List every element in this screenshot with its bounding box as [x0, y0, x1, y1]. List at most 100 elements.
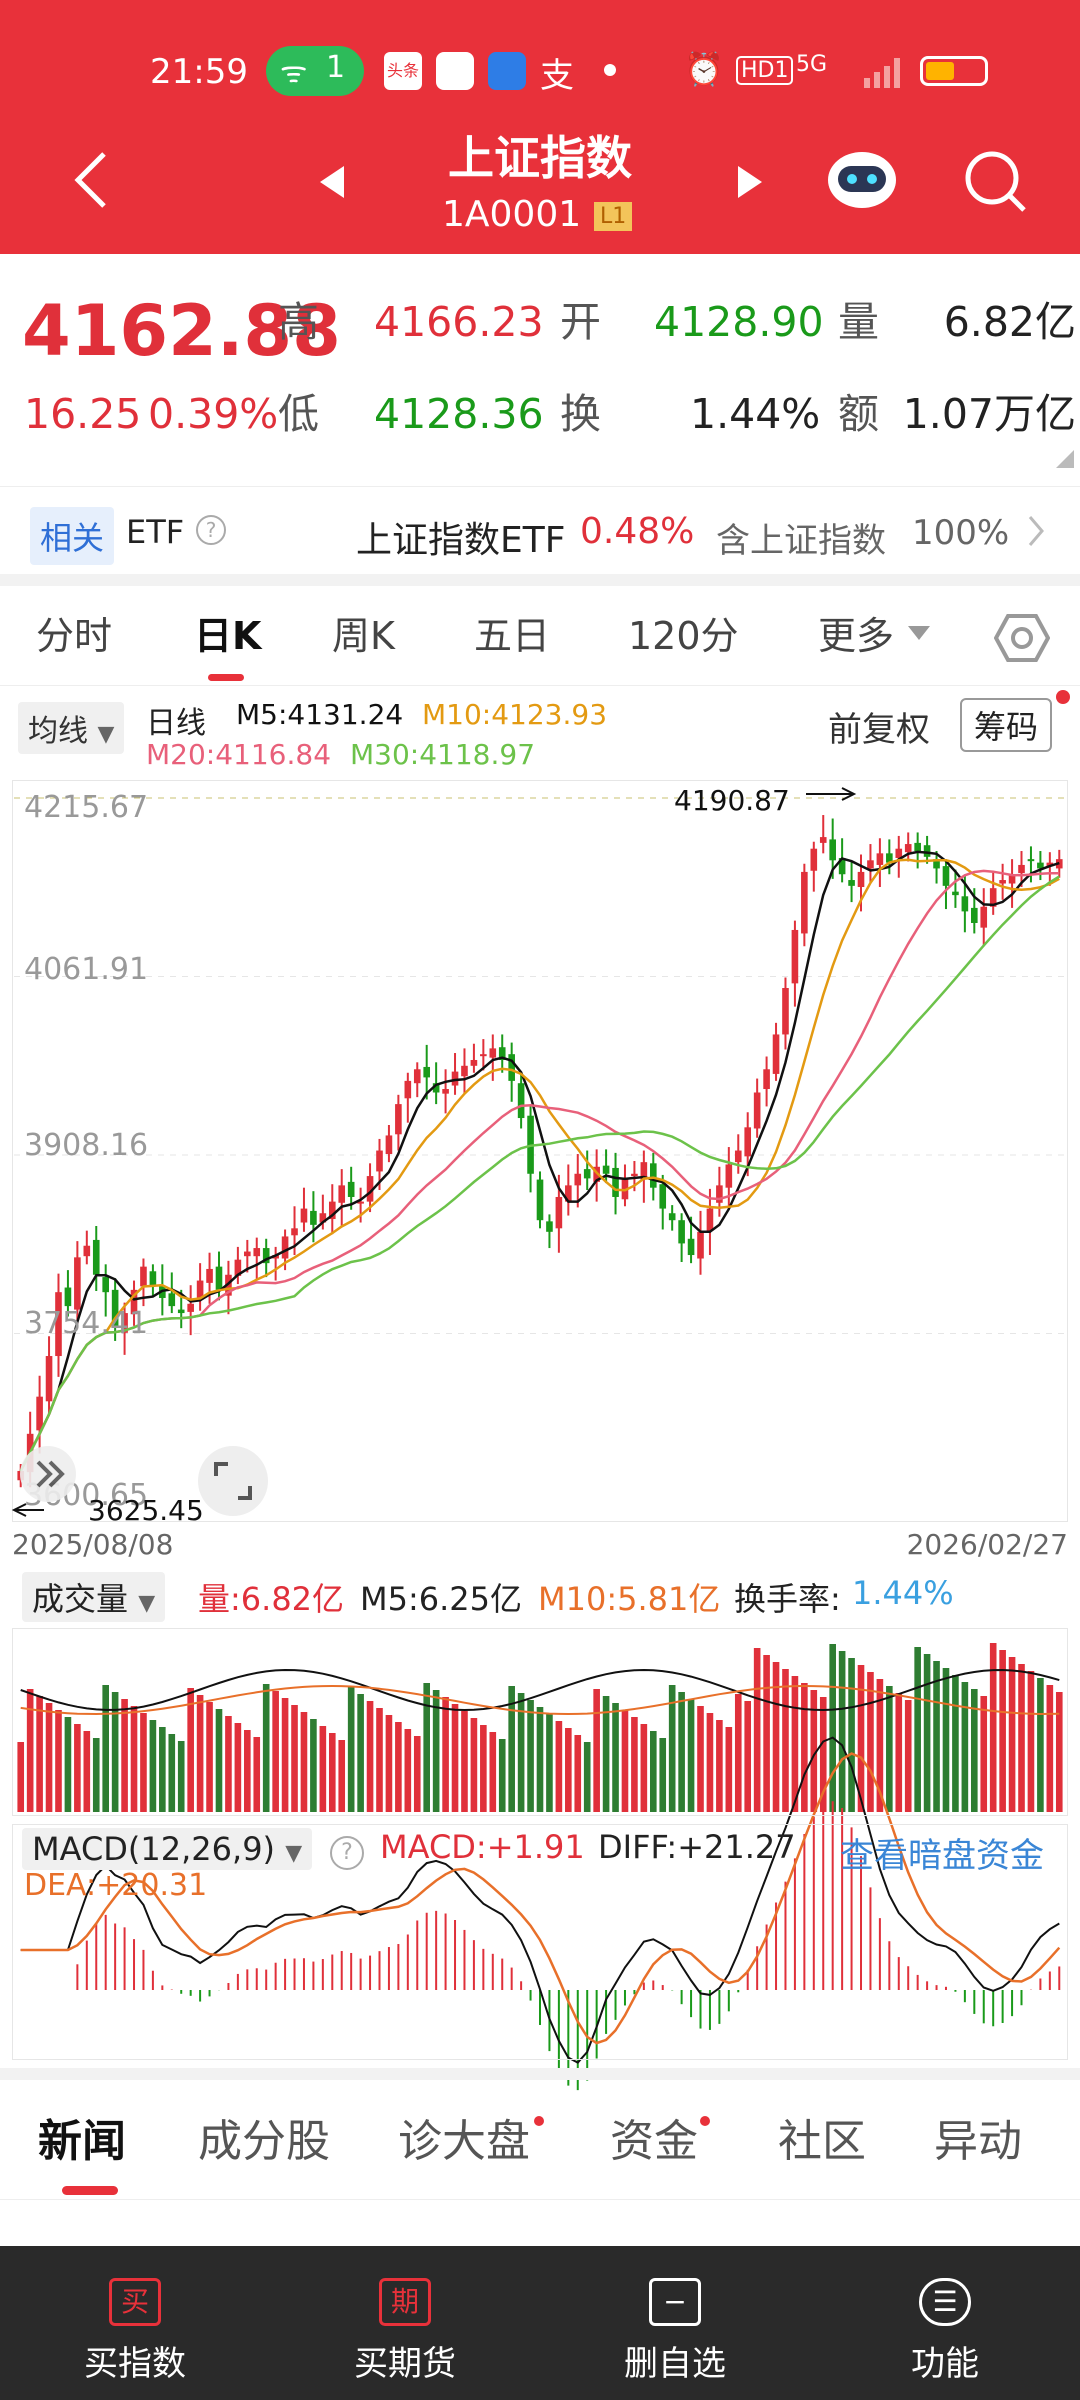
volume-select[interactable]: 成交量 ▼	[22, 1572, 166, 1622]
expand-corner-icon[interactable]	[1056, 450, 1074, 468]
date-end: 2026/02/27	[906, 1528, 1068, 1561]
candle-body	[489, 1048, 497, 1058]
candle-body	[895, 848, 903, 858]
candle-body	[111, 1289, 119, 1328]
ma5-value: M5:4131.24	[236, 698, 404, 731]
candle-body	[470, 1059, 478, 1066]
low-label: 低	[278, 390, 319, 438]
tab-news[interactable]: 新闻	[38, 2116, 126, 2167]
tab-intraday[interactable]: 分时	[36, 614, 113, 658]
volume-bar	[857, 1665, 865, 1812]
y-tick-3: 3754.41	[24, 1306, 149, 1341]
candle-body	[640, 1162, 648, 1180]
tab-five-day[interactable]: 五日	[474, 614, 551, 658]
nav-remove-watch[interactable]: − 删自选	[540, 2246, 810, 2400]
tab-more[interactable]: 更多	[818, 614, 895, 658]
adjust-forward-label[interactable]: 前复权	[828, 710, 930, 750]
ai-robot-icon[interactable]	[824, 146, 900, 210]
candle-body	[1008, 874, 1016, 884]
volume-bar	[961, 1682, 969, 1812]
volume-bar	[121, 1699, 128, 1812]
volume-bar	[631, 1717, 638, 1812]
candle-body	[999, 880, 1006, 884]
active-tab-indicator	[208, 674, 244, 681]
low-arrow-head	[11, 1503, 27, 1517]
volume-bar	[1046, 1685, 1054, 1812]
volume-bar	[461, 1711, 468, 1812]
section-divider-2	[0, 2068, 1080, 2080]
tab-anomaly[interactable]: 异动	[934, 2116, 1022, 2167]
volume-bar	[791, 1676, 799, 1812]
volume-bar	[319, 1726, 327, 1812]
volume-bar	[206, 1702, 213, 1812]
tab-weekly[interactable]: 周K	[332, 614, 395, 658]
candle-body	[971, 907, 978, 923]
prev-index-icon[interactable]	[318, 164, 348, 204]
candle-body	[668, 1213, 676, 1221]
etf-row[interactable]: 相关 ETF ? 上证指数ETF 0.48% 含上证指数 100%	[0, 486, 1080, 578]
volume-bar	[678, 1692, 685, 1812]
candle-body	[801, 871, 808, 934]
volume-bar	[801, 1683, 808, 1812]
candle-body	[1037, 862, 1044, 869]
volume-bar	[744, 1701, 752, 1812]
candle-body	[1027, 859, 1035, 862]
volume-bar	[55, 1710, 62, 1812]
tab-120min[interactable]: 120分	[628, 614, 739, 658]
volume-chart-frame[interactable]	[12, 1628, 1068, 1816]
candle-body	[961, 896, 969, 912]
tab-constituents[interactable]: 成分股	[198, 2116, 330, 2167]
next-index-icon[interactable]	[734, 164, 764, 204]
volume-bar	[867, 1672, 874, 1812]
macd-select[interactable]: MACD(12,26,9) ▼	[22, 1828, 313, 1870]
volume-bar	[470, 1718, 478, 1812]
tab-daily[interactable]: 日K	[194, 614, 262, 658]
wifi-pill: ᯤ 1	[266, 46, 364, 96]
back-icon[interactable]	[70, 150, 110, 210]
volume-bar	[272, 1691, 279, 1812]
toutiao-icon: 头条	[384, 52, 422, 90]
signal-5g-icon: 5G	[796, 52, 828, 77]
volume-bar	[734, 1694, 742, 1812]
candle-body	[706, 1208, 714, 1231]
macd-help-icon[interactable]: ?	[330, 1836, 364, 1870]
tab-funds[interactable]: 资金	[610, 2116, 698, 2167]
period-label: 日线	[146, 706, 206, 741]
kline-chart-frame[interactable]	[12, 780, 1068, 1522]
volume-bar	[508, 1686, 515, 1812]
expand-left-icon[interactable]	[20, 1446, 76, 1502]
candle-body	[385, 1135, 393, 1155]
diff-value: DIFF:+21.27	[598, 1828, 796, 1866]
candle-body	[55, 1292, 62, 1357]
nav-buy-futures[interactable]: 期 买期货	[270, 2246, 540, 2400]
chip-button[interactable]: 筹码	[960, 698, 1053, 752]
help-icon[interactable]: ?	[196, 515, 226, 545]
dark-pool-link[interactable]: 查看暗盘资金	[840, 1836, 1044, 1876]
candle-body	[442, 1089, 449, 1094]
candle-body	[546, 1221, 553, 1232]
etf-name: 上证指数ETF	[356, 520, 566, 561]
page-title: 上证指数	[448, 131, 632, 185]
nav-functions[interactable]: ☰ 功能	[810, 2246, 1080, 2400]
candle-body	[1018, 864, 1025, 874]
settings-icon[interactable]	[993, 610, 1051, 666]
ma5-line	[19, 850, 1060, 1472]
tab-diagnosis[interactable]: 诊大盘	[398, 2116, 530, 2167]
high-value: 4166.23	[374, 298, 544, 346]
fullscreen-icon[interactable]	[198, 1446, 268, 1516]
volume-bar	[687, 1699, 695, 1812]
battery-icon	[920, 56, 988, 86]
volume-bar	[659, 1738, 667, 1812]
volume-bar	[923, 1654, 931, 1812]
ma-select[interactable]: 均线 ▼	[18, 702, 125, 754]
nav-buy-index[interactable]: 买 买指数	[0, 2246, 270, 2400]
candle-body	[810, 848, 818, 871]
volume-bar	[565, 1728, 572, 1812]
tab-community[interactable]: 社区	[778, 2116, 866, 2167]
app-icon-robot	[488, 52, 526, 90]
macd-chart-frame[interactable]	[12, 1824, 1068, 2060]
remove-watch-icon: −	[649, 2278, 701, 2326]
volume-bar	[621, 1710, 629, 1812]
search-icon[interactable]	[962, 148, 1028, 214]
high-label: 高	[278, 298, 319, 346]
